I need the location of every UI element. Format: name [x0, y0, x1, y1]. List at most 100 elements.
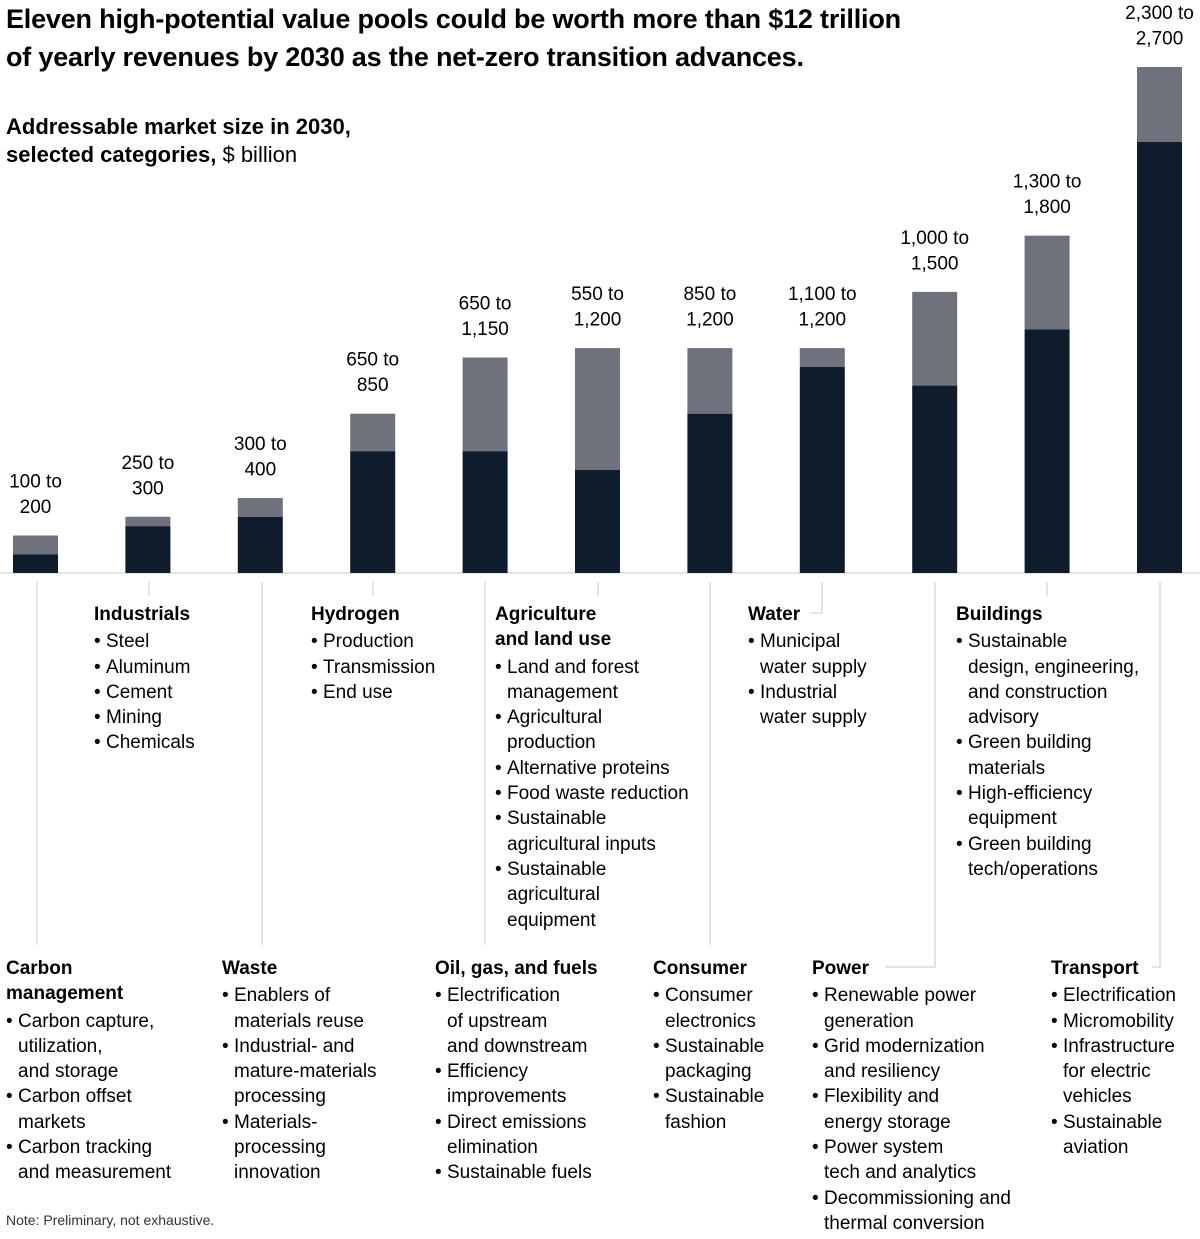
bar-range-lower [799, 366, 845, 573]
category-item: High-efficiency equipment [956, 781, 1186, 832]
category-item: Sustainable agricultural inputs [495, 806, 725, 857]
category-item: Land and forest management [495, 655, 725, 706]
bar-value-label: 2,700 [1136, 29, 1184, 50]
bar-value-label: 1,150 [461, 319, 509, 340]
bar-value-label: 400 [244, 460, 276, 481]
bar-range-lower [1024, 329, 1070, 573]
bar-range-lower [575, 469, 620, 573]
category-title: Buildings [956, 604, 1043, 625]
bar-value-label: 1,000 to [900, 228, 969, 249]
category-oil-gas-fuels: Oil, gas, and fuels Electrification of u… [435, 956, 645, 1186]
category-item: Carbon capture, utilization, and storage [6, 1009, 206, 1085]
category-items: Land and forest management Agricultural … [495, 655, 725, 933]
category-items: Renewable power generation Grid moderniz… [812, 983, 1037, 1236]
category-item: Micromobility [1051, 1009, 1199, 1035]
category-item: Efficiency improvements [435, 1059, 645, 1110]
category-industrials: Industrials Steel Aluminum Cement Mining… [94, 602, 244, 756]
category-item: Green building materials [956, 730, 1186, 781]
category-item: Consumer electronics [653, 983, 803, 1034]
category-item: Sustainable fuels [435, 1160, 645, 1186]
subtitle-categories: selected categories, [6, 142, 217, 167]
bar-value-label: 300 [132, 478, 164, 499]
bar-value-label: 650 to [346, 350, 399, 371]
category-items: Electrification Micromobility Infrastruc… [1051, 983, 1199, 1160]
category-title: Consumer [653, 958, 747, 979]
bar-range-lower [13, 554, 58, 573]
category-water: Water Municipal water supply Industrial … [748, 602, 908, 730]
bar-value-label: 2,300 to [1125, 3, 1194, 24]
subtitle-line-1: Addressable market size in 2030, [6, 114, 351, 139]
bar-range-upper [575, 348, 620, 470]
category-item: Infrastructure for electric vehicles [1051, 1034, 1199, 1110]
footnote: Note: Preliminary, not exhaustive. [6, 1212, 215, 1228]
category-item: Flexibility and energy storage [812, 1084, 1037, 1135]
category-title: Transport [1051, 958, 1139, 979]
category-title: Waste [222, 958, 278, 979]
bar-value-label: 1,300 to [1013, 172, 1082, 193]
bar-range-lower [462, 451, 508, 573]
bar-value-label: 250 to [121, 453, 174, 474]
category-item: Production [311, 629, 481, 655]
title-line-2: of yearly revenues by 2030 as the net-ze… [6, 42, 804, 72]
bar-value-label: 1,200 [799, 310, 847, 331]
category-waste: Waste Enablers of materials reuse Indust… [222, 956, 422, 1186]
category-item: Direct emissions elimination [435, 1110, 645, 1161]
bar-range-lower [125, 526, 171, 573]
category-item: Sustainable fashion [653, 1084, 803, 1135]
category-items: Enablers of materials reuse Industrial- … [222, 983, 422, 1185]
bar-value-label: 1,500 [911, 253, 959, 274]
bar-value-label: 1,200 [686, 310, 734, 331]
category-item: Transmission [311, 655, 481, 681]
category-items: Production Transmission End use [311, 629, 481, 705]
category-item: Decommissioning and thermal conversion [812, 1186, 1037, 1237]
category-title: Oil, gas, and fuels [435, 958, 598, 979]
category-item: Materials- processing innovation [222, 1110, 422, 1186]
category-hydrogen: Hydrogen Production Transmission End use [311, 602, 481, 705]
category-item: Alternative proteins [495, 756, 725, 782]
category-title: Hydrogen [311, 604, 400, 625]
category-items: Electrification of upstream and downstre… [435, 983, 645, 1186]
bar-value-label: 1,800 [1023, 197, 1071, 218]
category-item: Agricultural production [495, 705, 725, 756]
bar-range-lower [687, 413, 733, 573]
bar-range-upper [1137, 67, 1182, 142]
bar-value-label: 550 to [571, 284, 624, 305]
category-items: Consumer electronics Sustainable packagi… [653, 983, 803, 1135]
bar-range-upper [13, 535, 58, 555]
category-item: Green building tech/operations [956, 832, 1186, 883]
category-title: Water [748, 604, 801, 625]
bar-range-upper [125, 516, 171, 527]
category-transport: Transport Electrification Micromobility … [1051, 956, 1199, 1160]
chart-title: Eleven high-potential value pools could … [6, 0, 901, 76]
category-connector-line [810, 582, 823, 614]
category-item: Municipal water supply [748, 629, 908, 680]
bar-range-upper [462, 357, 508, 452]
category-item: End use [311, 680, 481, 706]
category-agriculture: Agriculture and land use Land and forest… [495, 602, 725, 933]
category-item: Chemicals [94, 730, 244, 756]
bar-range-lower [912, 385, 958, 573]
bar-value-label: 850 to [683, 284, 736, 305]
category-items: Municipal water supply Industrial water … [748, 629, 908, 730]
category-item: Renewable power generation [812, 983, 1037, 1034]
category-item: Carbon tracking and measurement [6, 1135, 206, 1186]
bar-range-lower [237, 516, 283, 573]
category-item: Grid modernization and resiliency [812, 1034, 1037, 1085]
bar-value-label: 850 [357, 375, 389, 396]
category-item: Electrification [1051, 983, 1199, 1009]
category-item: Sustainable design, engineering, and con… [956, 629, 1186, 730]
bar-range-upper [237, 498, 283, 517]
category-consumer: Consumer Consumer electronics Sustainabl… [653, 956, 803, 1135]
bar-range-upper [799, 348, 845, 367]
category-item: Food waste reduction [495, 781, 725, 807]
bar-range-lower [1137, 141, 1182, 574]
bar-range-lower [350, 451, 396, 573]
chart-subtitle: Addressable market size in 2030, selecte… [6, 113, 351, 169]
bar-range-upper [687, 348, 733, 414]
category-items: Sustainable design, engineering, and con… [956, 629, 1186, 882]
bar-value-label: 1,100 to [788, 284, 857, 305]
category-buildings: Buildings Sustainable design, engineerin… [956, 602, 1186, 882]
category-item: Aluminum [94, 655, 244, 681]
category-title: Agriculture and land use [495, 604, 612, 651]
